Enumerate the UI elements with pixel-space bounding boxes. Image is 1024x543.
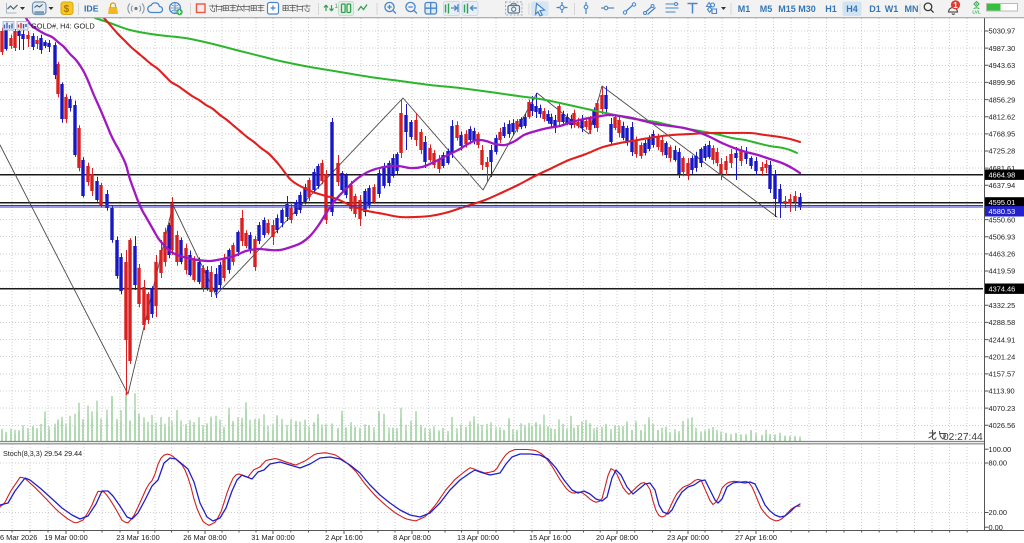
svg-text:4550.60: 4550.60 (989, 215, 1016, 224)
svg-text:4244.91: 4244.91 (989, 335, 1016, 344)
svg-text:4664.98: 4664.98 (989, 171, 1016, 180)
svg-text:4288.58: 4288.58 (989, 318, 1016, 327)
svg-text:4157.57: 4157.57 (989, 370, 1016, 379)
svg-text:4725.28: 4725.28 (989, 147, 1016, 156)
svg-text:4070.23: 4070.23 (989, 404, 1016, 413)
svg-text:H4: H4 (846, 4, 858, 14)
svg-text:4580.53: 4580.53 (989, 207, 1016, 216)
svg-text:4419.59: 4419.59 (989, 267, 1016, 276)
svg-text:M1: M1 (738, 4, 751, 14)
svg-text:M30: M30 (798, 4, 816, 14)
svg-text:0.00: 0.00 (989, 523, 1003, 532)
svg-text:MN: MN (905, 4, 919, 14)
svg-text:4899.96: 4899.96 (989, 78, 1016, 87)
svg-text:100.00: 100.00 (989, 445, 1012, 454)
svg-text:23 Mar 16:00: 23 Mar 16:00 (116, 533, 160, 542)
svg-text:23 Apr 00:00: 23 Apr 00:00 (667, 533, 709, 542)
svg-text:6 Mar 2026: 6 Mar 2026 (0, 533, 37, 542)
svg-text:GOLD#, H4: GOLD: GOLD#, H4: GOLD (31, 22, 95, 31)
svg-text:27 Apr 16:00: 27 Apr 16:00 (735, 533, 777, 542)
svg-text:4026.56: 4026.56 (989, 421, 1016, 430)
svg-text:2 Apr 16:00: 2 Apr 16:00 (325, 533, 363, 542)
svg-text:4943.63: 4943.63 (989, 61, 1016, 70)
svg-text:80.00: 80.00 (989, 459, 1008, 468)
svg-text:4637.94: 4637.94 (989, 181, 1016, 190)
svg-text:4768.95: 4768.95 (989, 130, 1016, 139)
svg-text:Stoch(8,3,3) 29.54 29.44: Stoch(8,3,3) 29.54 29.44 (3, 449, 82, 458)
svg-text:1: 1 (335, 4, 339, 10)
svg-text:5030.97: 5030.97 (989, 27, 1016, 36)
svg-text:4201.24: 4201.24 (989, 352, 1016, 361)
svg-text:8 Apr 08:00: 8 Apr 08:00 (393, 533, 431, 542)
svg-text:4113.90: 4113.90 (989, 387, 1015, 396)
svg-text:M15: M15 (778, 4, 796, 14)
svg-text:D1: D1 (869, 4, 881, 14)
svg-text:1: 1 (953, 1, 958, 10)
svg-text:26 Mar 08:00: 26 Mar 08:00 (183, 533, 227, 542)
svg-text:31 Mar 00:00: 31 Mar 00:00 (251, 533, 295, 542)
svg-text:20.00: 20.00 (989, 508, 1008, 517)
svg-text:4681.61: 4681.61 (989, 164, 1016, 173)
svg-text:4374.46: 4374.46 (989, 285, 1016, 294)
svg-text:15 Apr 16:00: 15 Apr 16:00 (529, 533, 571, 542)
svg-text:02:27:44: 02:27:44 (943, 432, 983, 443)
svg-text:4463.26: 4463.26 (989, 250, 1016, 259)
svg-text:20 Apr 08:00: 20 Apr 08:00 (596, 533, 638, 542)
svg-text:13 Apr 00:00: 13 Apr 00:00 (457, 533, 499, 542)
svg-text:LVL: LVL (972, 10, 981, 15)
svg-text:W1: W1 (885, 4, 899, 14)
svg-text:4856.29: 4856.29 (989, 95, 1016, 104)
svg-text:IDE: IDE (84, 4, 99, 14)
svg-text:4332.25: 4332.25 (989, 301, 1016, 310)
svg-text:$: $ (64, 4, 70, 15)
svg-text:4506.93: 4506.93 (989, 232, 1016, 241)
svg-text:4595.01: 4595.01 (989, 198, 1016, 207)
svg-text:H1: H1 (825, 4, 837, 14)
svg-text:4812.62: 4812.62 (989, 112, 1016, 121)
svg-text:M5: M5 (760, 4, 773, 14)
svg-text:4987.30: 4987.30 (989, 44, 1016, 53)
svg-text:19 Mar 00:00: 19 Mar 00:00 (44, 533, 88, 542)
